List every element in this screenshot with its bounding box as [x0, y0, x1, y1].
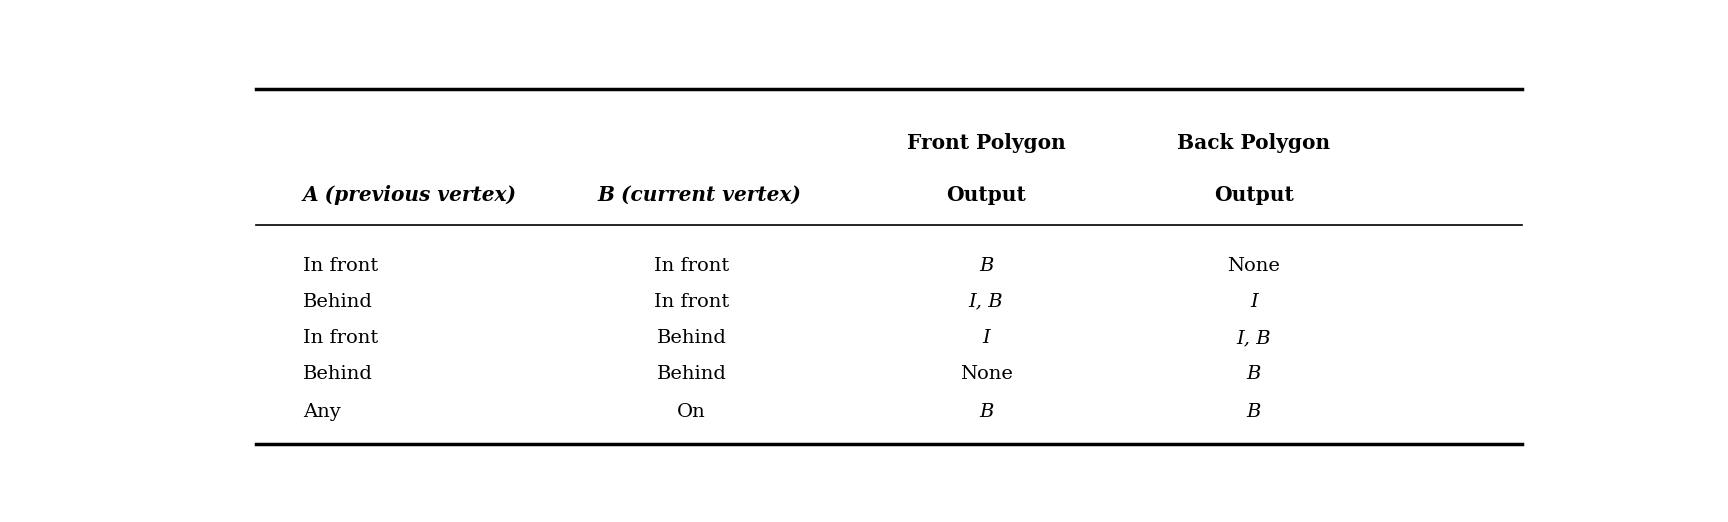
Text: In front: In front — [653, 257, 729, 275]
Text: B: B — [978, 404, 994, 421]
Text: Output: Output — [947, 185, 1026, 205]
Text: Back Polygon: Back Polygon — [1177, 133, 1331, 153]
Text: I, B: I, B — [969, 293, 1004, 311]
Text: B: B — [978, 257, 994, 275]
Text: In front: In front — [302, 257, 378, 275]
Text: Behind: Behind — [302, 365, 373, 383]
Text: Output: Output — [1215, 185, 1294, 205]
Text: B: B — [1246, 404, 1261, 421]
Text: B: B — [1246, 365, 1261, 383]
Text: In front: In front — [653, 293, 729, 311]
Text: I, B: I, B — [1237, 329, 1272, 347]
Text: None: None — [1227, 257, 1280, 275]
Text: B (current vertex): B (current vertex) — [598, 185, 802, 205]
Text: I: I — [1249, 293, 1258, 311]
Text: In front: In front — [302, 329, 378, 347]
Text: Behind: Behind — [657, 329, 726, 347]
Text: None: None — [959, 365, 1013, 383]
Text: Behind: Behind — [657, 365, 726, 383]
Text: Front Polygon: Front Polygon — [907, 133, 1066, 153]
Text: I: I — [982, 329, 990, 347]
Text: A (previous vertex): A (previous vertex) — [302, 185, 517, 205]
Text: Behind: Behind — [302, 293, 373, 311]
Text: On: On — [677, 404, 705, 421]
Text: Any: Any — [302, 404, 340, 421]
